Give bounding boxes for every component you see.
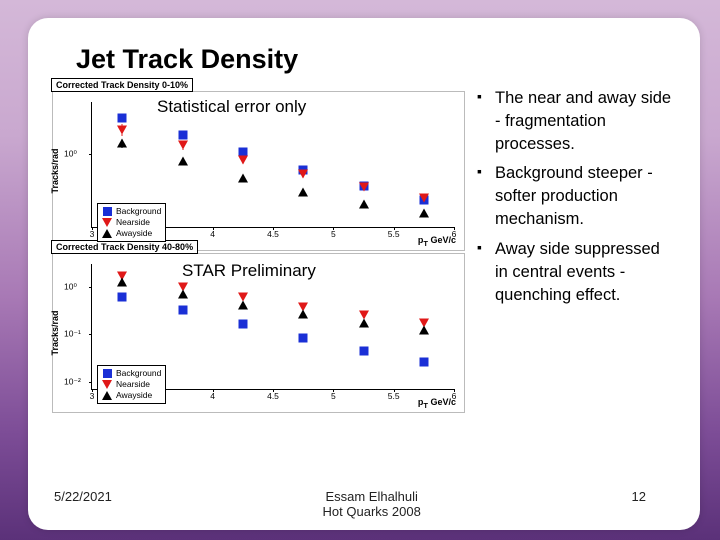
data-point	[298, 187, 308, 196]
x-tick-label: 5.5	[388, 391, 400, 401]
star-preliminary-label: STAR Preliminary	[182, 261, 316, 281]
data-point	[238, 320, 247, 329]
data-point	[359, 199, 369, 208]
data-point	[419, 326, 429, 335]
legend-top: Background Nearside Awayside	[97, 203, 166, 242]
x-tick-label: 6	[452, 391, 457, 401]
x-axis-label-bottom: pT GeV/c	[418, 397, 456, 410]
x-tick-label: 3	[90, 229, 95, 239]
legend-row: Awayside	[102, 228, 161, 239]
data-point	[298, 169, 308, 178]
charts-column: Statistical error only Corrected Track D…	[52, 85, 465, 485]
data-point	[238, 156, 248, 165]
legend-row: Background	[102, 206, 161, 217]
data-point	[117, 278, 127, 287]
data-point	[178, 131, 187, 140]
data-point	[419, 208, 429, 217]
x-tick-label: 6	[452, 229, 457, 239]
data-point	[359, 319, 369, 328]
y-tick-label: 10⁻¹	[64, 329, 81, 340]
pt-label: pT GeV/c	[418, 397, 456, 407]
chart-top-header: Corrected Track Density 0-10%	[51, 78, 193, 92]
footer-pagenum: 12	[632, 489, 646, 520]
bullet-column: The near and away side - fragmentation p…	[471, 85, 676, 485]
x-tick-label: 5	[331, 391, 336, 401]
footer-author: Essam ElhalhuliHot Quarks 2008	[323, 489, 421, 520]
chart-bottom-header: Corrected Track Density 40-80%	[51, 240, 198, 254]
slide-card: Jet Track Density Statistical error only…	[28, 18, 700, 530]
pt-label: pT GeV/c	[418, 235, 456, 245]
legend-row: Nearside	[102, 217, 161, 228]
data-point	[359, 182, 369, 191]
legend-row: Background	[102, 368, 161, 379]
x-tick-label: 4	[210, 391, 215, 401]
x-tick-label: 5	[331, 229, 336, 239]
x-axis-label-top: pT GeV/c	[418, 235, 456, 248]
y-axis-label: Tracks/rad	[50, 310, 60, 355]
data-point	[117, 139, 127, 148]
x-tick-label: 4	[210, 229, 215, 239]
footer-date: 5/22/2021	[54, 489, 112, 520]
legend-bottom: Background Nearside Awayside	[97, 365, 166, 404]
data-point	[298, 310, 308, 319]
x-tick-label: 4.5	[267, 229, 279, 239]
content-row: Statistical error only Corrected Track D…	[52, 85, 676, 485]
legend-row: Nearside	[102, 379, 161, 390]
y-axis-label: Tracks/rad	[50, 148, 60, 193]
data-point	[178, 290, 188, 299]
slide-title: Jet Track Density	[76, 44, 676, 75]
data-point	[118, 292, 127, 301]
x-tick-label: 5.5	[388, 229, 400, 239]
data-point	[299, 333, 308, 342]
y-tick-label: 10⁻²	[64, 376, 81, 387]
data-point	[359, 346, 368, 355]
data-point	[178, 141, 188, 150]
x-tick-label: 4.5	[267, 391, 279, 401]
data-point	[178, 306, 187, 315]
data-point	[118, 113, 127, 122]
bullet-item: The near and away side - fragmentation p…	[477, 87, 676, 156]
statistical-error-label: Statistical error only	[157, 97, 306, 117]
data-point	[117, 125, 127, 134]
bullet-item: Background steeper - softer production m…	[477, 162, 676, 231]
data-point	[238, 300, 248, 309]
x-tick-label: 3	[90, 391, 95, 401]
data-point	[419, 357, 428, 366]
legend-row: Awayside	[102, 390, 161, 401]
bullet-item: Away side suppressed in central events -…	[477, 238, 676, 307]
data-point	[419, 193, 429, 202]
y-tick-label: 10⁰	[64, 281, 77, 292]
data-point	[238, 173, 248, 182]
bullet-list: The near and away side - fragmentation p…	[477, 87, 676, 307]
data-point	[178, 157, 188, 166]
y-tick-label: 10⁰	[64, 148, 77, 159]
footer: 5/22/2021 Essam ElhalhuliHot Quarks 2008…	[52, 485, 676, 520]
